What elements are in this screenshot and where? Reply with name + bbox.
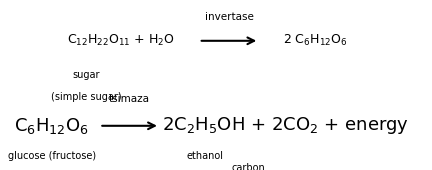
Text: 2C$_{2}$H$_{5}$OH + 2CO$_{2}$ + energy: 2C$_{2}$H$_{5}$OH + 2CO$_{2}$ + energy — [162, 115, 409, 136]
Text: invertase: invertase — [204, 12, 254, 22]
Text: glucose (fructose): glucose (fructose) — [8, 151, 96, 161]
Text: 2 C$_{6}$H$_{12}$O$_{6}$: 2 C$_{6}$H$_{12}$O$_{6}$ — [283, 33, 348, 48]
Text: (simple sugar): (simple sugar) — [51, 92, 122, 102]
Text: C$_{6}$H$_{12}$O$_{6}$: C$_{6}$H$_{12}$O$_{6}$ — [14, 116, 89, 136]
Text: carbon
dioxide: carbon dioxide — [231, 163, 266, 170]
Text: ethanol: ethanol — [187, 151, 224, 161]
Text: sugar: sugar — [73, 70, 100, 80]
Text: C$_{12}$H$_{22}$O$_{11}$ + H$_{2}$O: C$_{12}$H$_{22}$O$_{11}$ + H$_{2}$O — [67, 33, 175, 48]
Text: tsimaza: tsimaza — [109, 94, 150, 104]
